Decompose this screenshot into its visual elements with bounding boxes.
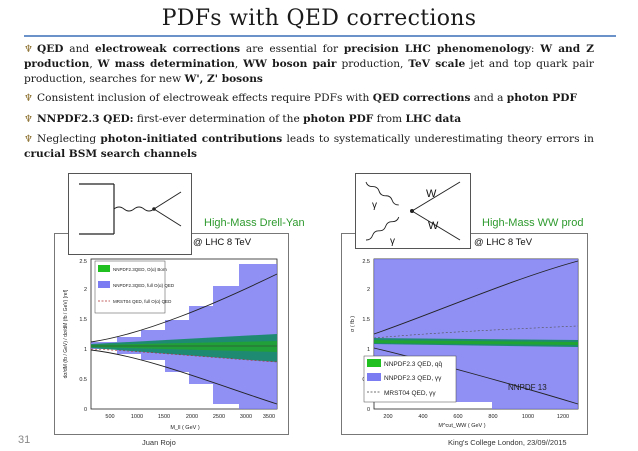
x-axis-label: M_ll ( GeV ) — [170, 425, 200, 431]
x-tick-label: 800 — [488, 414, 497, 420]
x-tick-label: 1000 — [522, 414, 534, 420]
drell-yan-plot: 0 0.5 1 1.5 2 2.5 500 1000 1500 2000 250… — [63, 258, 278, 431]
bullet-text: and — [63, 43, 95, 55]
bullet-text: from — [373, 112, 406, 125]
x-tick-label: 600 — [453, 414, 462, 420]
feynman-diagram-icon — [79, 183, 182, 235]
legend-swatch — [98, 281, 110, 288]
bullet-text: are essential for — [240, 43, 344, 55]
bullet-text: : — [530, 43, 541, 55]
feynman-diagram-icon: W W γ γ — [365, 181, 461, 247]
x-tick-label: 2500 — [213, 414, 225, 420]
bullet-emphasis: QED corrections — [372, 92, 471, 105]
legend-label: MRST04 QED, full O(α) QED — [113, 299, 172, 304]
bullet-icon: ♆ — [24, 113, 33, 125]
x-tick-label: 200 — [383, 414, 392, 420]
page-number: 31 — [18, 434, 31, 446]
bullet-emphasis: W mass determination — [97, 58, 235, 71]
nnpdf-tag: NNPDF 13 — [508, 383, 547, 392]
diagram-label: W — [428, 220, 439, 232]
y-tick-label: 0.5 — [79, 377, 87, 383]
bullet-emphasis: electroweak corrections — [94, 43, 241, 55]
x-tick-label: 1500 — [158, 414, 170, 420]
bullet-text: Neglecting — [37, 133, 101, 146]
bullet-item: ♆ QED and electroweak corrections are ess… — [24, 42, 594, 86]
legend-swatch — [367, 373, 381, 381]
legend-swatch — [98, 265, 110, 272]
lhc-label-right: @ LHC 8 TeV — [474, 237, 533, 248]
diagram-label: γ — [390, 236, 395, 247]
legend-label: NNPDF2.3QED, O(α) Born — [113, 267, 167, 272]
x-tick-label: 3000 — [240, 414, 252, 420]
bullet-text: leads to systematically underestimating … — [282, 133, 594, 146]
bullet-text: , — [234, 58, 244, 71]
diagram-label: W — [426, 188, 437, 200]
bullet-emphasis: photon PDF — [303, 112, 374, 125]
legend-swatch — [367, 359, 381, 367]
caption-left: High-Mass Drell-Yan — [204, 217, 305, 229]
x-tick-label: 400 — [418, 414, 427, 420]
x-tick-label: 500 — [105, 414, 114, 420]
x-tick-label: 1000 — [131, 414, 143, 420]
bullet-emphasis: W', Z' bosons — [184, 72, 263, 85]
footer-affiliation: King's College London, 23/09//2015 — [448, 438, 567, 447]
bullet-text: production, — [336, 58, 409, 71]
legend-label: MRST04 QED, γγ — [384, 390, 436, 397]
y-tick-label: 2.5 — [362, 259, 370, 265]
bullet-emphasis: LHC data — [405, 112, 462, 125]
y-tick-label: 1 — [84, 347, 87, 353]
y-tick-label: 1.5 — [79, 317, 87, 323]
y-tick-label: 2 — [84, 287, 87, 293]
bullet-item: ♆ NNPDF2.3 QED: first-ever determination … — [24, 112, 594, 127]
slide-title: PDFs with QED corrections — [161, 6, 477, 31]
bullet-icon: ♆ — [24, 93, 33, 105]
title-divider — [24, 35, 616, 37]
lhc-label-left: @ LHC 8 TeV — [193, 237, 252, 248]
legend-label: NNPDF2.3QED, full O(α) QED — [113, 283, 175, 288]
bullet-emphasis: photon PDF — [506, 92, 577, 105]
left-plot-panel: 0 0.5 1 1.5 2 2.5 500 1000 1500 2000 250… — [54, 233, 289, 435]
bullet-text: first-ever determination of the — [133, 112, 304, 125]
diagram-label: γ — [372, 200, 377, 211]
bullet-emphasis: photon-initiated contributions — [100, 133, 283, 146]
y-tick-label: 2 — [367, 287, 370, 293]
bullet-emphasis: W and Z production — [24, 43, 594, 71]
bullet-icon: ♆ — [24, 134, 33, 146]
y-tick-label: 0 — [367, 407, 370, 413]
drell-yan-diagram — [68, 173, 192, 255]
bullet-item: ♆ Neglecting photon-initiated contributio… — [24, 132, 594, 162]
bullet-text: Consistent inclusion of electroweak effe… — [37, 92, 373, 105]
bullet-text: jet and top quark pair production, searc… — [24, 58, 594, 85]
bullet-text: and a — [470, 92, 507, 105]
bullet-emphasis: WW boson pair — [243, 58, 337, 71]
bullet-emphasis: QED — [37, 43, 64, 55]
bullet-icon: ♆ — [24, 44, 33, 55]
y-axis-label: σ ( fb ) — [350, 316, 356, 332]
y-tick-label: 1 — [367, 347, 370, 353]
ww-plot: 0 0.5 1 1.5 2 2.5 200 400 600 800 1000 1… — [350, 258, 579, 429]
legend-label: NNPDF2.3 QED, γγ — [384, 375, 442, 382]
y-tick-label: 1.5 — [362, 317, 370, 323]
legend-label: NNPDF2.3 QED, qq̄ — [384, 361, 443, 368]
x-axis-label: M^cut_WW ( GeV ) — [438, 423, 485, 429]
caption-right: High-Mass WW prod — [482, 217, 584, 229]
y-axis-label: dσ/dM (fb / GeV) / dσ/dM (fb / GeV) [ref… — [63, 289, 69, 378]
bullet-emphasis: TeV scale — [408, 58, 466, 71]
bullet-emphasis: precision LHC phenomenology — [343, 43, 531, 55]
bullet-item: ♆ Consistent inclusion of electroweak eff… — [24, 91, 594, 106]
footer-author: Juan Rojo — [142, 438, 176, 447]
bullet-text: , — [89, 58, 98, 71]
y-tick-label: 2.5 — [79, 259, 87, 265]
right-plot-panel: 0 0.5 1 1.5 2 2.5 200 400 600 800 1000 1… — [341, 233, 588, 435]
ww-diagram: W W γ γ — [355, 173, 471, 249]
x-tick-label: 3500 — [263, 414, 275, 420]
x-tick-label: 2000 — [186, 414, 198, 420]
bullet-emphasis: NNPDF2.3 QED: — [37, 112, 134, 125]
bullet-list: ♆ QED and electroweak corrections are ess… — [24, 42, 594, 167]
x-tick-label: 1200 — [557, 414, 569, 420]
bullet-emphasis: crucial BSM search channels — [24, 148, 197, 161]
y-tick-label: 0 — [84, 407, 87, 413]
